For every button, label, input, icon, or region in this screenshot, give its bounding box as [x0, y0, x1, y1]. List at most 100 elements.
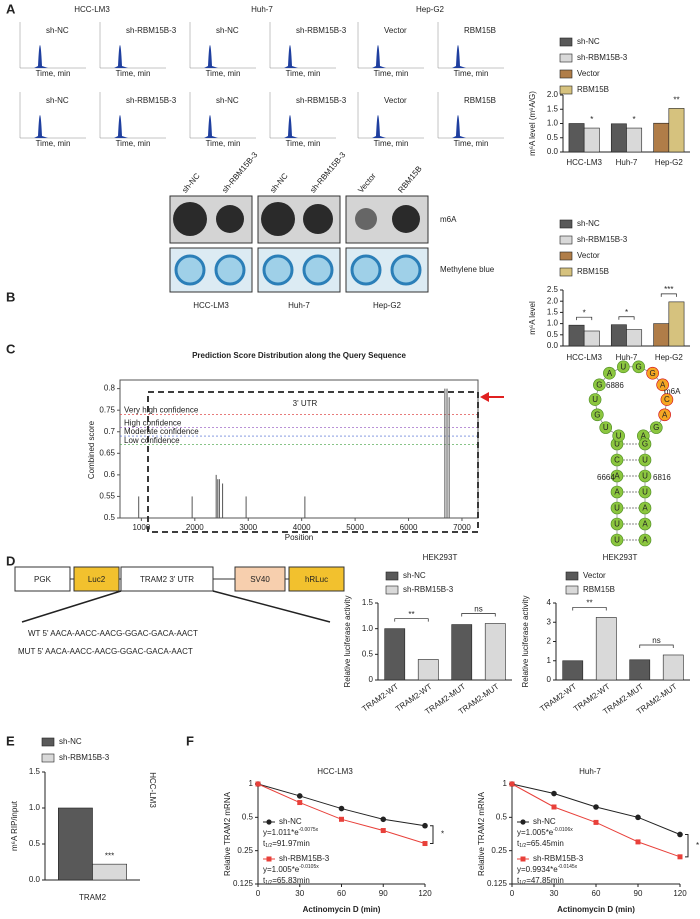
y-tick-label: 3	[547, 617, 552, 626]
half-life: t1/2=47.85min	[517, 876, 564, 886]
y-axis-label: Relative TRAM2 mRNA	[223, 791, 232, 876]
blot-row-label: m6A	[440, 215, 457, 224]
bar	[668, 108, 685, 153]
legend-label: RBM15B	[583, 585, 615, 594]
marker	[509, 781, 515, 787]
bar	[653, 122, 670, 153]
nucleotide	[638, 469, 652, 483]
nucleotide-letter: A	[614, 488, 620, 497]
y-tick-label: 2.5	[547, 285, 559, 294]
equation-part: y=1.011*e	[263, 828, 299, 837]
sig-bracket	[639, 644, 674, 648]
bar	[417, 659, 439, 681]
chart-title: HEK293T	[423, 553, 458, 562]
cell-line-title: HCC-LM3	[74, 5, 110, 14]
nucleotide	[610, 469, 624, 483]
legend-label: RBM15B	[577, 267, 609, 276]
legend-label: sh-RBM15B-3	[533, 854, 584, 863]
half-life-part: t	[263, 876, 266, 885]
region-label: 3' UTR	[293, 399, 318, 408]
significance: ns	[652, 636, 660, 645]
blot-cell-line: Hep-G2	[373, 301, 402, 310]
nucleotide	[638, 453, 652, 467]
construct-label: TRAM2 3' UTR	[140, 575, 194, 584]
nucleotide	[617, 360, 630, 374]
marker	[677, 854, 683, 860]
chromatogram-x-label: Time, min	[286, 69, 321, 78]
cell-line-title: Huh-7	[251, 5, 273, 14]
nucleotide-letter: A	[607, 369, 613, 378]
nucleotide	[638, 533, 652, 547]
legend-swatch	[565, 571, 579, 581]
y-tick-label: 2	[547, 637, 552, 646]
sig-bracket	[394, 618, 429, 622]
significance: ***	[664, 285, 673, 294]
equation-exponent: -0.0145x	[558, 864, 578, 870]
legend-label: sh-NC	[533, 817, 556, 826]
bar	[568, 324, 585, 347]
marker	[551, 804, 557, 810]
blue-dot	[262, 254, 294, 286]
nucleotide	[610, 501, 624, 515]
bar	[626, 127, 643, 153]
chromatogram-peak	[114, 45, 128, 68]
legend-label: sh-RBM15B-3	[59, 753, 110, 762]
y-tick-label: 0.5	[362, 649, 374, 658]
legend-marker	[520, 819, 526, 825]
x-tick-label: HCC-LM3	[566, 158, 602, 167]
x-tick-label: 7000	[453, 523, 471, 532]
half-life-part: t	[517, 839, 520, 848]
panel-label: F	[186, 733, 194, 748]
nucleotide	[638, 501, 652, 515]
nucleotide	[610, 453, 624, 467]
equation: y=1.005*e-0.0106x	[517, 827, 573, 837]
y-tick-label: 0.125	[487, 879, 508, 888]
nucleotide-letter: C	[614, 456, 620, 465]
x-tick-label: Hep-G2	[655, 158, 684, 167]
marker	[422, 841, 428, 847]
nucleotide-letter: U	[642, 488, 648, 497]
x-axis-label: Actinomycin D (min)	[557, 905, 635, 914]
x-tick-label: 90	[634, 889, 643, 898]
chromatogram-x-label: Time, min	[454, 69, 489, 78]
chromatogram-x-label: Time, min	[206, 69, 241, 78]
y-tick-label: 0.55	[99, 492, 115, 501]
equation-exponent: -0.0106x	[553, 827, 573, 833]
utr-box	[147, 391, 479, 533]
marker	[380, 828, 386, 834]
bar	[610, 123, 627, 153]
y-tick-label: 0	[369, 675, 374, 684]
legend-swatch	[41, 737, 55, 747]
bar	[626, 329, 643, 347]
chromatogram-x-label: Time, min	[286, 139, 321, 148]
equation: y=1.011*e-0.0075x	[263, 827, 319, 837]
nucleotide-letter: G	[650, 369, 656, 378]
y-axis-label: Relative luciferase activity	[343, 595, 352, 687]
legend-label: sh-NC	[279, 817, 302, 826]
x-tick-label: 0	[256, 889, 261, 898]
chromatogram-peak	[114, 115, 128, 138]
x-tick-label: 30	[295, 889, 304, 898]
legend-label: RBM15B	[577, 85, 609, 94]
nucleotide	[603, 366, 616, 380]
x-tick-label: 4000	[293, 523, 311, 532]
y-tick-label: 1.0	[547, 319, 559, 328]
y-tick-label: 0.5	[547, 133, 559, 142]
chromatogram-peak	[372, 45, 386, 68]
y-tick-label: 1.5	[362, 598, 374, 607]
x-tick-label: 120	[418, 889, 432, 898]
y-tick-label: 1	[503, 779, 508, 788]
legend-swatch	[559, 69, 573, 79]
significance: *	[633, 115, 636, 124]
equation: y=1.005*e-0.0105x	[263, 864, 319, 874]
bar	[384, 628, 406, 681]
chromatogram-peak	[372, 115, 386, 138]
structure-label: m6A	[664, 387, 681, 396]
marker	[677, 831, 683, 838]
chromatogram-peak	[204, 45, 218, 68]
panel-label: C	[6, 341, 16, 356]
significance: **	[673, 96, 679, 105]
y-tick-label: 0.0	[547, 147, 559, 156]
